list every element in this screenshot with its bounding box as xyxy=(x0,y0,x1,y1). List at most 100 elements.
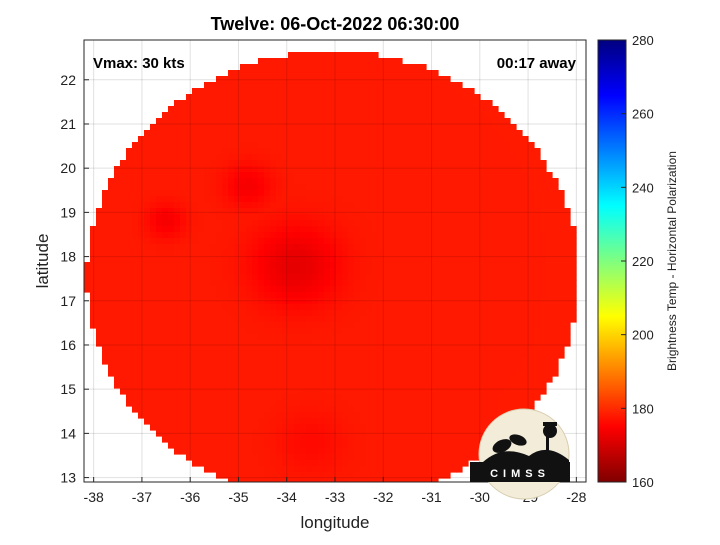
heatmap-cell xyxy=(414,304,421,311)
heatmap-cell xyxy=(402,370,409,377)
heatmap-cell xyxy=(240,238,247,245)
heatmap-cell xyxy=(312,184,319,191)
heatmap-cell xyxy=(426,388,433,395)
heatmap-cell xyxy=(240,136,247,143)
heatmap-cell xyxy=(360,238,367,245)
heatmap-cell xyxy=(282,400,289,407)
heatmap-cell xyxy=(492,316,499,323)
heatmap-cell xyxy=(312,82,319,89)
heatmap-cell xyxy=(246,286,253,293)
heatmap-cell xyxy=(414,208,421,215)
heatmap-cell xyxy=(570,226,577,233)
heatmap-cell xyxy=(540,364,547,371)
heatmap-cell xyxy=(306,334,313,341)
heatmap-cell xyxy=(228,178,235,185)
heatmap-cell xyxy=(282,358,289,365)
heatmap-cell xyxy=(288,124,295,131)
heatmap-cell xyxy=(372,154,379,161)
heatmap-cell xyxy=(384,448,391,455)
heatmap-cell xyxy=(264,418,271,425)
heatmap-cell xyxy=(174,376,181,383)
heatmap-cell xyxy=(234,124,241,131)
heatmap-cell xyxy=(516,142,523,149)
heatmap-cell xyxy=(498,274,505,281)
colorbar-label: Brightness Temp - Horizontal Polarizatio… xyxy=(665,151,679,371)
heatmap-cell xyxy=(504,310,511,317)
heatmap-cell xyxy=(360,364,367,371)
heatmap-cell xyxy=(216,418,223,425)
heatmap-cell xyxy=(408,190,415,197)
heatmap-cell xyxy=(216,448,223,455)
heatmap-cell xyxy=(168,292,175,299)
heatmap-cell xyxy=(432,88,439,95)
heatmap-cell xyxy=(384,454,391,461)
heatmap-cell xyxy=(396,130,403,137)
heatmap-cell xyxy=(246,214,253,221)
heatmap-cell xyxy=(552,358,559,365)
heatmap-cell xyxy=(270,310,277,317)
heatmap-cell xyxy=(468,142,475,149)
heatmap-cell xyxy=(402,244,409,251)
heatmap-cell xyxy=(138,340,145,347)
heatmap-cell xyxy=(540,358,547,365)
heatmap-cell xyxy=(468,244,475,251)
heatmap-cell xyxy=(330,88,337,95)
heatmap-cell xyxy=(438,364,445,371)
heatmap-cell xyxy=(240,118,247,125)
heatmap-cell xyxy=(468,262,475,269)
heatmap-cell xyxy=(216,172,223,179)
heatmap-cell xyxy=(330,256,337,263)
heatmap-cell xyxy=(534,214,541,221)
heatmap-cell xyxy=(312,472,319,479)
heatmap-cell xyxy=(378,124,385,131)
heatmap-cell xyxy=(336,340,343,347)
heatmap-cell xyxy=(150,160,157,167)
heatmap-cell xyxy=(444,310,451,317)
heatmap-cell xyxy=(144,412,151,419)
heatmap-cell xyxy=(192,454,199,461)
heatmap-cell xyxy=(552,250,559,257)
heatmap-cell xyxy=(396,124,403,131)
heatmap-cell xyxy=(210,112,217,119)
heatmap-cell xyxy=(156,376,163,383)
heatmap-cell xyxy=(270,100,277,107)
heatmap-cell xyxy=(156,340,163,347)
heatmap-cell xyxy=(354,472,361,479)
heatmap-cell xyxy=(420,70,427,77)
heatmap-cell xyxy=(426,328,433,335)
heatmap-cell xyxy=(468,208,475,215)
heatmap-cell xyxy=(462,370,469,377)
heatmap-cell xyxy=(324,160,331,167)
heatmap-cell xyxy=(306,478,313,482)
heatmap-cell xyxy=(204,352,211,359)
heatmap-cell xyxy=(108,184,115,191)
heatmap-cell xyxy=(246,436,253,443)
heatmap-cell xyxy=(354,280,361,287)
heatmap-cell xyxy=(492,352,499,359)
heatmap-cell xyxy=(342,160,349,167)
heatmap-cell xyxy=(102,232,109,239)
heatmap-cell xyxy=(402,460,409,467)
heatmap-cell xyxy=(450,334,457,341)
heatmap-cell xyxy=(330,208,337,215)
heatmap-cell xyxy=(438,472,445,479)
heatmap-cell xyxy=(276,118,283,125)
heatmap-cell xyxy=(216,82,223,89)
heatmap-cell xyxy=(222,472,229,479)
y-tick-label: 15 xyxy=(60,381,76,397)
heatmap-cell xyxy=(384,430,391,437)
heatmap-cell xyxy=(486,196,493,203)
heatmap-cell xyxy=(510,394,517,401)
heatmap-cell xyxy=(414,232,421,239)
heatmap-cell xyxy=(264,100,271,107)
heatmap-cell xyxy=(480,346,487,353)
heatmap-cell xyxy=(234,406,241,413)
heatmap-cell xyxy=(516,382,523,389)
heatmap-cell xyxy=(246,94,253,101)
heatmap-cell xyxy=(474,376,481,383)
heatmap-cell xyxy=(276,142,283,149)
heatmap-cell xyxy=(558,292,565,299)
heatmap-cell xyxy=(174,370,181,377)
heatmap-cell xyxy=(438,316,445,323)
heatmap-cell xyxy=(186,118,193,125)
